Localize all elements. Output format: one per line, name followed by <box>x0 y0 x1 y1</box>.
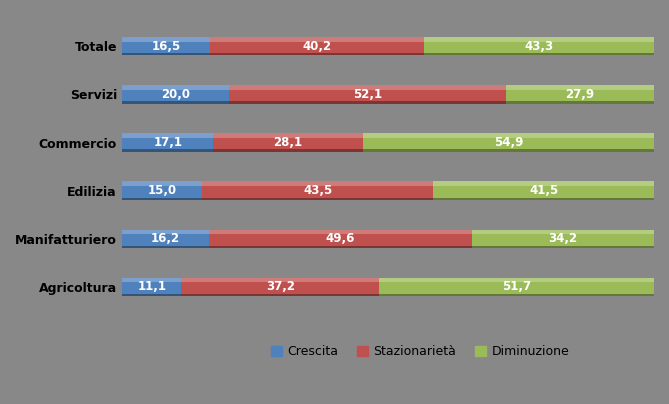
Bar <box>209 246 472 248</box>
Text: 43,3: 43,3 <box>524 40 553 53</box>
Bar <box>181 294 379 296</box>
Bar <box>363 133 654 138</box>
Text: 15,0: 15,0 <box>148 184 177 197</box>
Bar <box>210 53 424 55</box>
Bar <box>122 101 229 103</box>
Bar <box>213 133 363 138</box>
Bar <box>209 229 472 248</box>
Text: 52,1: 52,1 <box>353 88 382 101</box>
Bar <box>122 278 181 296</box>
Bar <box>202 198 434 200</box>
Bar <box>122 85 229 103</box>
Text: 49,6: 49,6 <box>326 232 355 245</box>
Bar <box>424 37 654 55</box>
Bar <box>472 229 654 248</box>
Bar <box>122 37 210 55</box>
Bar <box>210 37 424 42</box>
Bar <box>122 149 213 152</box>
Bar <box>122 85 229 90</box>
Bar <box>229 101 506 103</box>
Bar <box>434 181 654 200</box>
Bar <box>363 133 654 152</box>
Bar <box>122 133 213 138</box>
Legend: Crescita, Stazionarietà, Diminuzione: Crescita, Stazionarietà, Diminuzione <box>266 341 574 364</box>
Text: 11,1: 11,1 <box>137 280 167 293</box>
Bar <box>379 294 654 296</box>
Bar <box>434 198 654 200</box>
Text: 20,0: 20,0 <box>161 88 190 101</box>
Bar <box>379 278 654 296</box>
Text: 41,5: 41,5 <box>529 184 559 197</box>
Bar <box>229 85 506 103</box>
Text: 27,9: 27,9 <box>565 88 595 101</box>
Bar <box>424 37 654 42</box>
Bar <box>229 85 506 90</box>
Text: 28,1: 28,1 <box>274 136 302 149</box>
Bar <box>213 133 363 152</box>
Text: 16,5: 16,5 <box>152 40 181 53</box>
Bar <box>122 181 202 200</box>
Bar <box>122 133 213 152</box>
Text: 43,5: 43,5 <box>303 184 332 197</box>
Bar <box>122 294 181 296</box>
Bar <box>209 229 472 234</box>
Text: 40,2: 40,2 <box>302 40 332 53</box>
Bar <box>122 198 202 200</box>
Bar <box>122 229 209 234</box>
Bar <box>506 101 654 103</box>
Bar <box>506 85 654 90</box>
Text: 34,2: 34,2 <box>549 232 577 245</box>
Bar <box>379 278 654 282</box>
Bar <box>122 181 202 186</box>
Bar <box>181 278 379 282</box>
Bar <box>181 278 379 296</box>
Bar <box>213 149 363 152</box>
Bar <box>202 181 434 200</box>
Bar <box>122 229 209 248</box>
Bar <box>472 229 654 234</box>
Bar <box>363 149 654 152</box>
Bar <box>472 246 654 248</box>
Bar <box>210 37 424 55</box>
Text: 37,2: 37,2 <box>266 280 295 293</box>
Bar <box>122 278 181 282</box>
Text: 16,2: 16,2 <box>151 232 180 245</box>
Bar <box>424 53 654 55</box>
Bar <box>202 181 434 186</box>
Bar <box>122 246 209 248</box>
Bar <box>122 53 210 55</box>
Bar <box>434 181 654 186</box>
Bar <box>506 85 654 103</box>
Text: 51,7: 51,7 <box>502 280 531 293</box>
Text: 17,1: 17,1 <box>153 136 183 149</box>
Bar <box>122 37 210 42</box>
Text: 54,9: 54,9 <box>494 136 523 149</box>
